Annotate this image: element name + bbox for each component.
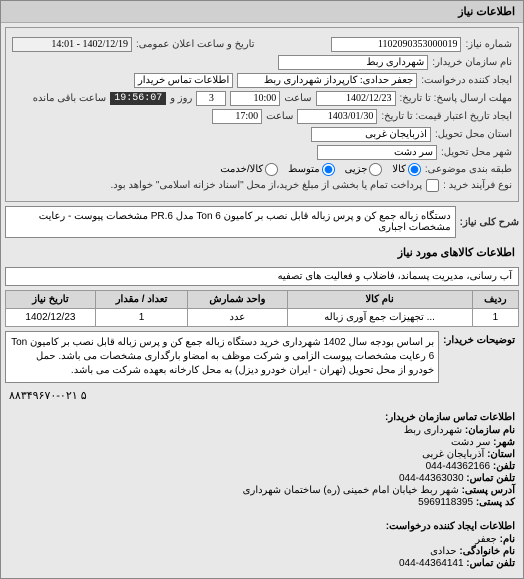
req-number-input[interactable] <box>331 37 461 52</box>
buyer-label: نام سازمان خریدار: <box>432 57 512 68</box>
org-contact-section: اطلاعات تماس سازمان خریدار: نام سازمان: … <box>5 408 519 513</box>
city-label: شهر محل تحویل: <box>441 147 512 158</box>
org-address: شهر ربط خیابان امام خمینی (ره) ساختمان ش… <box>243 485 459 496</box>
radio-service-input[interactable] <box>265 163 278 176</box>
th-qty: تعداد / مقدار <box>95 291 187 309</box>
province-input[interactable] <box>311 127 431 142</box>
org-phone: 44362166-044 <box>426 461 491 472</box>
org-city-label: شهر: <box>493 437 515 448</box>
org-province: آذربایجان غربی <box>422 449 484 460</box>
panel-title: اطلاعات نیاز <box>1 1 523 23</box>
phone-footer: ۸۸۳۴۹۶۷۰-۰۲۱ ۵ <box>1 387 523 404</box>
creator-phone-label: تلفن تماس: <box>466 558 515 569</box>
deadline-date-input[interactable] <box>316 91 396 106</box>
td-qty: 1 <box>95 309 187 327</box>
th-name: نام کالا <box>287 291 472 309</box>
table-header-row: ردیف نام کالا واحد شمارش تعداد / مقدار ت… <box>6 291 519 309</box>
validity-time-label: ساعت <box>266 111 293 122</box>
category-bar: آب رسانی، مدیریت پسماند، فاضلاب و فعالیت… <box>5 267 519 286</box>
td-unit: عدد <box>188 309 287 327</box>
radio-mid2[interactable]: متوسط <box>288 163 334 176</box>
deadline-time-label: ساعت <box>284 93 311 104</box>
org-phone-label: تلفن: <box>493 461 515 472</box>
creator-label: ایجاد کننده درخواست: <box>421 75 512 86</box>
req-number-label: شماره نیاز: <box>465 39 512 50</box>
countdown: 19:56:07 <box>110 92 166 105</box>
validity-label: ایجاد تاریخ اعتبار قیمت: تا تاریخ: <box>381 111 512 122</box>
validity-date-input[interactable] <box>297 109 377 124</box>
buyer-desc-label: توضیحات خریدار: <box>439 331 519 383</box>
td-name: ... تجهیزات جمع آوری زباله <box>287 309 472 327</box>
creator-phone: 44364141-044 <box>399 558 464 569</box>
city-input[interactable] <box>317 145 437 160</box>
org-name: شهرداری ربط <box>404 425 462 436</box>
org-fax-label: تلفن تماس: <box>466 473 515 484</box>
org-fax: 44363030-044 <box>399 473 464 484</box>
org-city: سر دشت <box>451 437 490 448</box>
creator-family-label: نام خانوادگی: <box>459 546 515 557</box>
goods-section-title: اطلاعات کالاهای مورد نیاز <box>1 242 523 263</box>
radio-kala[interactable]: کالا <box>392 163 421 176</box>
announce-input <box>12 37 132 52</box>
radio-med-input[interactable] <box>322 163 335 176</box>
buyer-input[interactable] <box>278 55 428 70</box>
remain-label: ساعت باقی مانده <box>33 93 106 104</box>
radio-jozi-input[interactable] <box>369 163 382 176</box>
need-title: دستگاه زباله جمع کن و پرس زباله قابل نصب… <box>5 206 456 238</box>
day-label: روز و <box>170 93 192 104</box>
group-label: طبقه بندی موضوعی: <box>425 164 512 175</box>
org-postal-label: کد پستی: <box>476 497 515 508</box>
creator-family: حدادی <box>430 546 457 557</box>
org-address-label: آدرس پستی: <box>462 485 515 496</box>
td-date: 1402/12/23 <box>6 309 96 327</box>
th-unit: واحد شمارش <box>188 291 287 309</box>
td-idx: 1 <box>472 309 518 327</box>
process-text: پرداخت تمام یا بخشی از مبلغ خرید،از محل … <box>111 180 423 191</box>
buyer-description-block: توضیحات خریدار: بر اساس بودجه سال 1402 ش… <box>5 331 519 383</box>
creator-name-label: نام: <box>500 534 515 545</box>
table-row[interactable]: 1 ... تجهیزات جمع آوری زباله عدد 1 1402/… <box>6 309 519 327</box>
main-panel: اطلاعات نیاز شماره نیاز: تاریخ و ساعت اع… <box>0 0 524 579</box>
org-postal: 5969118395 <box>418 497 473 508</box>
creator-contact-section: اطلاعات ایجاد کننده درخواست: نام: جعفر ن… <box>5 517 519 574</box>
radio-kala-input[interactable] <box>408 163 421 176</box>
province-label: استان محل تحویل: <box>435 129 512 140</box>
validity-time-input[interactable] <box>212 109 262 124</box>
days-input <box>196 91 226 106</box>
contact-button[interactable]: اطلاعات تماس خریدار <box>134 73 233 88</box>
announce-label: تاریخ و ساعت اعلان عمومی: <box>136 39 255 50</box>
th-date: تاریخ نیاز <box>6 291 96 309</box>
deadline-label: مهلت ارسال پاسخ: تا تاریخ: <box>400 93 512 104</box>
th-row: ردیف <box>472 291 518 309</box>
process-checkbox[interactable] <box>426 179 439 192</box>
goods-table: ردیف نام کالا واحد شمارش تعداد / مقدار ت… <box>5 290 519 327</box>
radio-service[interactable]: کالا/خدمت <box>220 163 278 176</box>
need-title-label: شرح کلی نیاز: <box>460 217 519 228</box>
org-province-label: استان: <box>487 449 515 460</box>
header-fieldset: شماره نیاز: تاریخ و ساعت اعلان عمومی: نا… <box>5 27 519 202</box>
deadline-time-input[interactable] <box>230 91 280 106</box>
process-label: نوع فرآیند خرید : <box>443 180 512 191</box>
creator-contact-title: اطلاعات ایجاد کننده درخواست: <box>9 521 515 532</box>
creator-name: جعفر <box>475 534 497 545</box>
classification-radios: کالا جزیی متوسط کالا/خدمت <box>220 163 421 176</box>
org-name-label: نام سازمان: <box>465 425 515 436</box>
creator-input[interactable] <box>237 73 417 88</box>
radio-mid[interactable]: جزیی <box>345 163 383 176</box>
buyer-desc-text: بر اساس بودجه سال 1402 شهرداری خرید دستگ… <box>5 331 439 383</box>
org-contact-title: اطلاعات تماس سازمان خریدار: <box>9 412 515 423</box>
